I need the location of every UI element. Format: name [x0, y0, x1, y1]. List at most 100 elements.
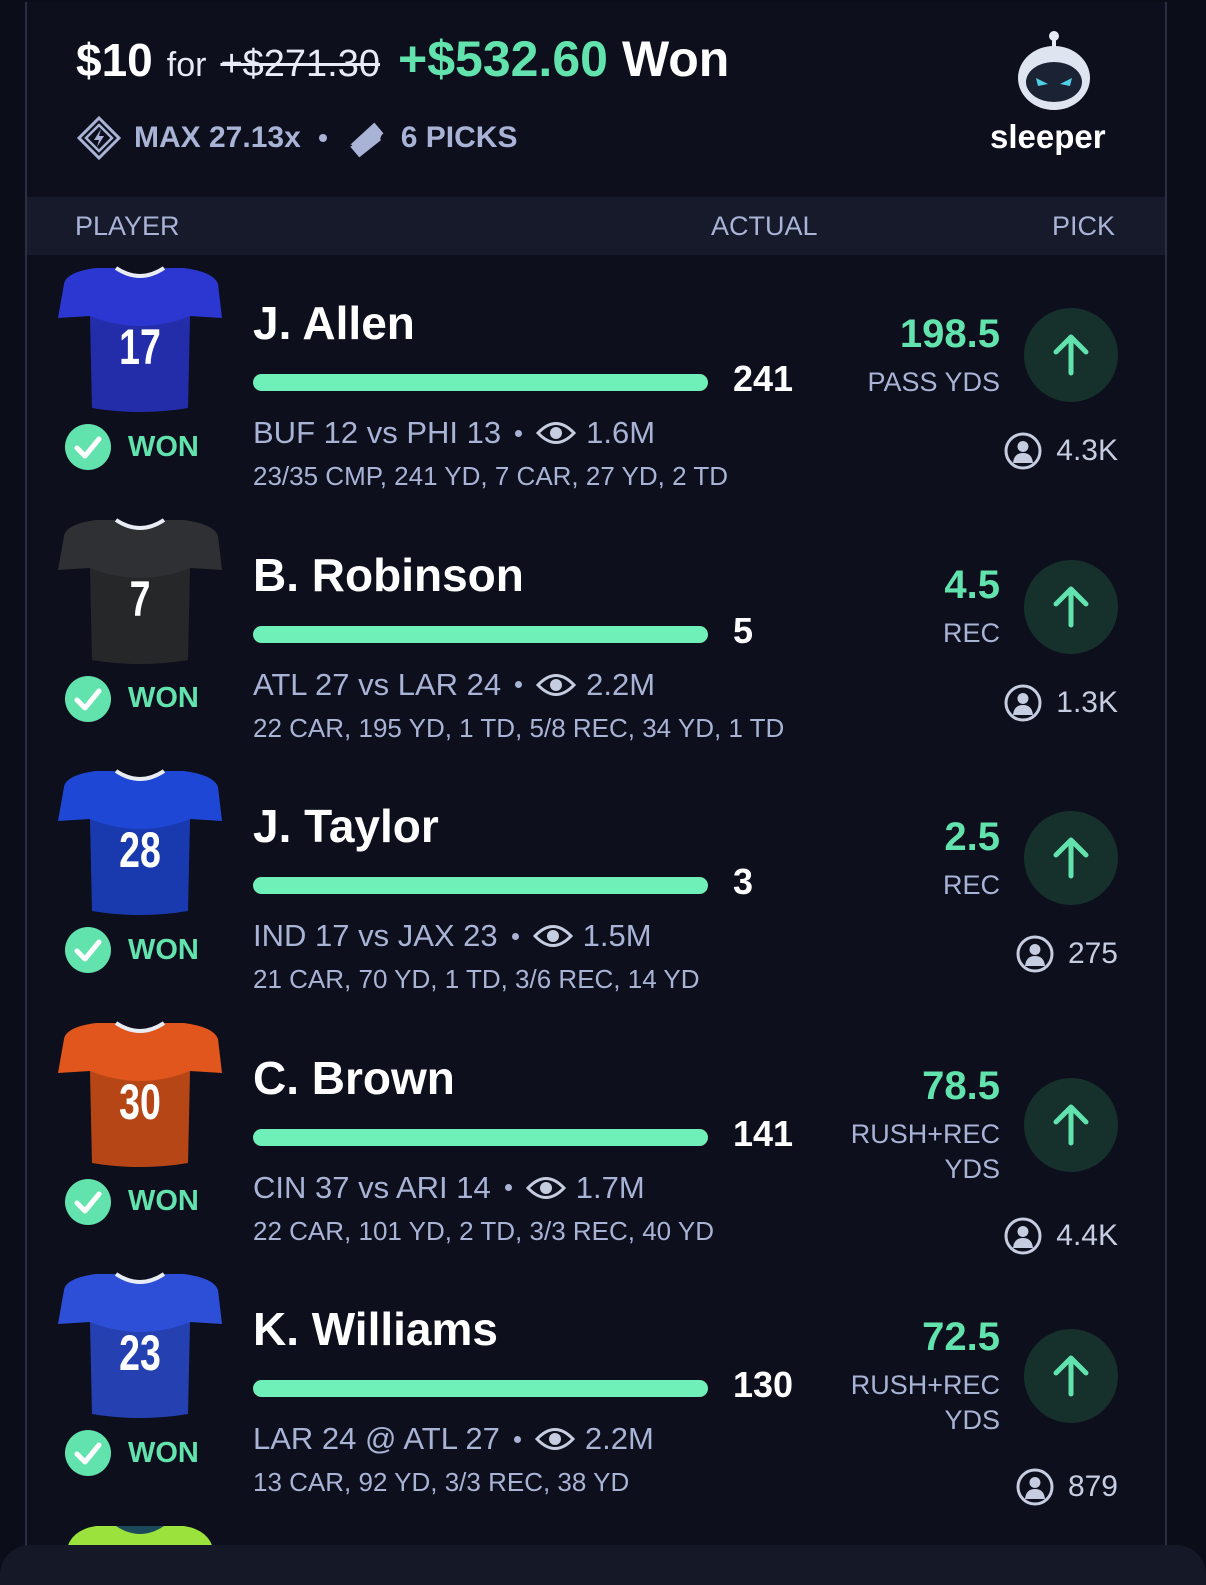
user-figure — [1024, 1477, 1045, 1499]
user-icon — [1016, 1468, 1054, 1506]
jersey-number: 30 — [119, 1074, 161, 1129]
pick-row-inner: 2.5 REC — [830, 811, 1118, 905]
eye-outline — [532, 925, 573, 947]
player-name: B. Robinson — [253, 548, 524, 601]
check-icon — [65, 675, 111, 722]
pick-stat: REC — [942, 869, 1000, 900]
player-name: C. Brown — [253, 1051, 455, 1104]
jersey-body — [58, 1022, 222, 1167]
pick-text: 72.5 RUSH+REC YDS — [830, 1314, 1000, 1438]
eye-icon — [525, 1176, 566, 1199]
check-circle — [65, 1430, 111, 1476]
check-mark — [74, 1442, 102, 1465]
max-multiplier: MAX 27.13x — [134, 121, 301, 154]
stat-line: 22 CAR, 101 YD, 2 TD, 3/3 REC, 40 YD — [253, 1215, 715, 1246]
jersey: 17 — [58, 266, 222, 412]
pickers-count: 4.4K — [1056, 1218, 1118, 1252]
jersey: 30 — [58, 1020, 222, 1167]
status: WON — [128, 430, 199, 463]
game-info: ATL 27 vs LAR 24 2.2M — [253, 667, 655, 703]
pick-row-inner: 198.5 PASS YDS — [830, 308, 1118, 402]
game-score: IND 17 vs JAX 23 — [253, 918, 498, 953]
progress-bar — [253, 877, 708, 894]
eye-icon — [534, 1428, 575, 1450]
user-ring — [1004, 432, 1042, 470]
payout: +$532.60 — [398, 31, 608, 87]
more-button — [1024, 1077, 1118, 1172]
user-icon — [1004, 432, 1042, 470]
pick-line: 72.5 — [922, 1315, 1000, 1359]
more-button — [1024, 811, 1118, 905]
pick-block: 72.5 RUSH+REC YDS 879 — [830, 1314, 1118, 1506]
pickers: 275 — [1016, 935, 1118, 973]
check-mark — [74, 688, 102, 710]
arrow-up — [1053, 837, 1089, 879]
separator — [318, 134, 327, 142]
jersey-body — [58, 268, 222, 412]
pick-row-inner: 4.5 REC — [830, 559, 1118, 654]
pick-block: 78.5 RUSH+REC YDS 4.4K — [830, 1063, 1118, 1255]
eye-outline — [536, 422, 577, 444]
player-name: J. Taylor — [253, 800, 439, 852]
eye-icon — [536, 422, 577, 444]
more-button — [1024, 1329, 1118, 1423]
user-ring — [1016, 935, 1054, 973]
status: WON — [128, 1436, 199, 1469]
jersey-shade — [90, 316, 190, 412]
pick-stat: RUSH+REC YDS — [850, 1118, 1000, 1184]
game-score: ATL 27 vs LAR 24 — [253, 666, 502, 702]
pickers-count: 1.3K — [1056, 685, 1118, 719]
max-icon — [76, 115, 122, 161]
top-edge — [0, 0, 1206, 2]
check-icon — [65, 927, 111, 973]
user-ring — [1016, 1468, 1054, 1506]
sleeper-logo — [1018, 31, 1090, 110]
eye-outline — [536, 673, 577, 696]
stat-line: 21 CAR, 70 YD, 1 TD, 3/6 REC, 14 YD — [253, 964, 700, 994]
jersey: 28 — [58, 769, 222, 915]
jersey-shade — [90, 1070, 190, 1167]
arrow-path — [1053, 1104, 1089, 1145]
check-mark — [74, 1191, 102, 1213]
pick-row: 28 WON J. Taylor 3 IND 17 vs JAX 23 1.5M 21 CA… — [0, 765, 1206, 1016]
pickers: 879 — [1016, 1468, 1118, 1506]
status-badge: WON — [64, 1429, 199, 1477]
header-title: $10 for +$271.30 +$532.60 Won — [76, 30, 729, 88]
arrow-up — [1053, 1104, 1089, 1145]
jersey-number: 17 — [119, 320, 161, 375]
status-badge: WON — [64, 926, 199, 974]
user-ring — [1004, 684, 1042, 721]
pickers-count: 275 — [1067, 937, 1118, 970]
stat-line: 13 CAR, 92 YD, 3/3 REC, 38 YD — [253, 1467, 630, 1497]
eye-pupil — [546, 930, 559, 942]
actual-value: 241 — [733, 358, 794, 399]
views: 1.7M — [575, 1169, 645, 1205]
pickers-count: 4.3K — [1056, 434, 1118, 467]
for-text: for — [166, 46, 207, 84]
arrow-path — [1053, 837, 1089, 879]
jersey: 7 — [58, 517, 222, 664]
pick-row-inner: 78.5 RUSH+REC YDS — [830, 1063, 1118, 1187]
pick-line: 2.5 — [944, 814, 1000, 859]
user-figure — [1013, 441, 1034, 463]
stake: $10 — [76, 34, 153, 86]
jersey-shade — [90, 1322, 190, 1418]
check-circle — [65, 675, 111, 722]
separator — [504, 1184, 512, 1191]
pick-text: 78.5 RUSH+REC YDS — [830, 1063, 1000, 1187]
eye-outline — [534, 1428, 575, 1450]
check-circle — [65, 927, 111, 973]
player-name: J. Allen — [253, 297, 415, 349]
pick-line: 78.5 — [922, 1063, 1000, 1108]
status: WON — [128, 933, 199, 966]
eye-outline — [525, 1176, 566, 1199]
jersey-collar — [114, 1272, 166, 1284]
pick-block: 4.5 REC 1.3K — [830, 559, 1118, 722]
jersey-collar — [114, 517, 166, 530]
pick-stat: RUSH+REC YDS — [850, 1370, 1000, 1435]
check-mark — [74, 939, 102, 962]
check-circle — [65, 1178, 111, 1225]
more-button — [1024, 308, 1118, 402]
header-meta: MAX 27.13x 6 PICKS — [76, 115, 517, 161]
